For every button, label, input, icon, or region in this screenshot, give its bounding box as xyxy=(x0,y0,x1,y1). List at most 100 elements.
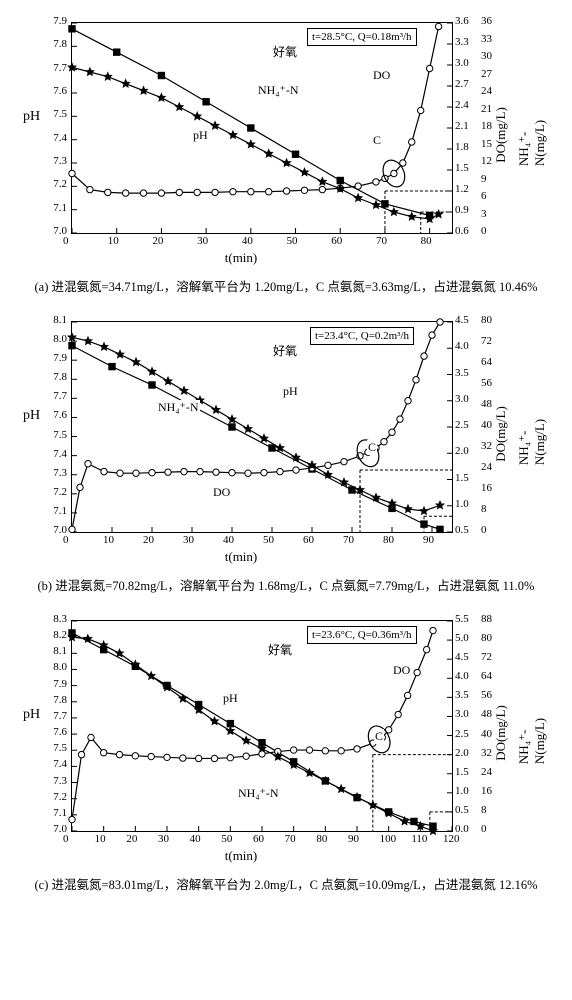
do-tick: 3.0 xyxy=(455,393,469,405)
chart-b: 好氧pHNH₄⁺-NDOCt=23.4°C, Q=0.2m³/h01020304… xyxy=(10,309,562,594)
plot-svg xyxy=(72,23,452,233)
ph-tick: 7.9 xyxy=(53,678,67,690)
ph-label: pH xyxy=(222,691,239,706)
nh4-tick: 36 xyxy=(481,15,492,27)
nh4-tick: 48 xyxy=(481,708,492,720)
x-tick: 60 xyxy=(253,833,264,845)
y-axis-nh4-label: NH₄⁺-N(mg/L) xyxy=(516,718,548,764)
ph-tick: 8.3 xyxy=(53,613,67,625)
x-tick: 10 xyxy=(108,235,119,247)
nh4-tick: 27 xyxy=(481,68,492,80)
plot-area: 好氧pHNH₄⁺-NDOCt=28.5°C, Q=0.18m³/h xyxy=(71,22,453,234)
ph-tick: 8.1 xyxy=(53,314,67,326)
chart-caption: (b) 进混氨氮=70.82mg/L，溶解氧平台为 1.68mg/L，C 点氨氮… xyxy=(10,575,562,594)
nh4-tick: 6 xyxy=(481,190,487,202)
nh4-tick: 24 xyxy=(481,461,492,473)
chart-a: 好氧pHNH₄⁺-NDOCt=28.5°C, Q=0.18m³/h0102030… xyxy=(10,10,562,295)
y-axis-nh4-label: NH₄⁺-N(mg/L) xyxy=(516,419,548,465)
do-tick: 3.5 xyxy=(455,367,469,379)
aerobic-label: 好氧 xyxy=(272,43,298,60)
plot-svg xyxy=(72,322,452,532)
nh4-tick: 0 xyxy=(481,225,487,237)
ph-tick: 7.2 xyxy=(53,791,67,803)
nh4-tick: 32 xyxy=(481,440,492,452)
chart-canvas: 好氧pHNH₄⁺-NDOCt=23.6°C, Q=0.36m³/h0102030… xyxy=(21,608,551,868)
ph-tick: 7.7 xyxy=(53,390,67,402)
nh4-tick: 3 xyxy=(481,208,487,220)
ph-tick: 7.7 xyxy=(53,710,67,722)
do-tick: 2.5 xyxy=(455,419,469,431)
nh4-tick: 8 xyxy=(481,503,487,515)
ph-tick: 7.9 xyxy=(53,15,67,27)
do-tick: 3.0 xyxy=(455,57,469,69)
ph-tick: 7.6 xyxy=(53,85,67,97)
x-tick: 90 xyxy=(348,833,359,845)
nh4-tick: 16 xyxy=(481,482,492,494)
nh4-tick: 64 xyxy=(481,356,492,368)
do-tick: 1.5 xyxy=(455,162,469,174)
x-tick: 80 xyxy=(383,534,394,546)
do-label: DO xyxy=(372,68,391,83)
ph-tick: 7.4 xyxy=(53,132,67,144)
nh4-tick: 80 xyxy=(481,314,492,326)
do-tick: 3.0 xyxy=(455,708,469,720)
do-tick: 2.5 xyxy=(455,728,469,740)
nh4-tick: 40 xyxy=(481,728,492,740)
do-tick: 0.0 xyxy=(455,823,469,835)
x-axis-label: t(min) xyxy=(225,549,258,567)
c-label: C xyxy=(374,729,384,744)
x-tick: 70 xyxy=(285,833,296,845)
ph-tick: 7.5 xyxy=(53,742,67,754)
do-tick: 2.7 xyxy=(455,78,469,90)
do-tick: 2.1 xyxy=(455,120,469,132)
nh4-tick: 48 xyxy=(481,398,492,410)
nh4-label: NH₄⁺-N xyxy=(257,83,300,98)
x-tick: 40 xyxy=(223,534,234,546)
do-tick: 4.5 xyxy=(455,651,469,663)
info-box: t=28.5°C, Q=0.18m³/h xyxy=(307,28,417,46)
x-tick: 10 xyxy=(103,534,114,546)
nh4-tick: 0 xyxy=(481,823,487,835)
c-label: C xyxy=(367,440,377,455)
x-tick: 30 xyxy=(197,235,208,247)
ph-tick: 7.0 xyxy=(53,524,67,536)
info-box: t=23.4°C, Q=0.2m³/h xyxy=(310,327,414,345)
chart-canvas: 好氧pHNH₄⁺-NDOCt=28.5°C, Q=0.18m³/h0102030… xyxy=(21,10,551,270)
y-axis-do-label: DO(mg/L) xyxy=(493,406,509,462)
do-tick: 3.6 xyxy=(455,15,469,27)
plot-area: 好氧pHNH₄⁺-NDOCt=23.4°C, Q=0.2m³/h xyxy=(71,321,453,533)
ph-tick: 7.1 xyxy=(53,202,67,214)
ph-tick: 8.1 xyxy=(53,645,67,657)
ph-tick: 8.0 xyxy=(53,333,67,345)
ph-label: pH xyxy=(192,128,209,143)
nh4-label: NH₄⁺-N xyxy=(237,786,280,801)
ph-label: pH xyxy=(282,384,299,399)
nh4-tick: 16 xyxy=(481,785,492,797)
x-tick: 20 xyxy=(126,833,137,845)
x-axis-label: t(min) xyxy=(225,250,258,268)
ph-tick: 7.3 xyxy=(53,467,67,479)
chart-caption: (a) 进混氨氮=34.71mg/L，溶解氧平台为 1.20mg/L，C 点氨氮… xyxy=(10,276,562,295)
ph-tick: 7.7 xyxy=(53,62,67,74)
plot-area: 好氧pHNH₄⁺-NDOCt=23.6°C, Q=0.36m³/h xyxy=(71,620,453,832)
x-tick: 90 xyxy=(423,534,434,546)
nh4-label: NH₄⁺-N xyxy=(157,400,200,415)
x-tick: 40 xyxy=(190,833,201,845)
nh4-tick: 72 xyxy=(481,651,492,663)
x-tick: 70 xyxy=(376,235,387,247)
chart-canvas: 好氧pHNH₄⁺-NDOCt=23.4°C, Q=0.2m³/h01020304… xyxy=(21,309,551,569)
x-tick: 50 xyxy=(263,534,274,546)
ph-tick: 7.0 xyxy=(53,823,67,835)
do-tick: 4.0 xyxy=(455,670,469,682)
nh4-tick: 56 xyxy=(481,377,492,389)
ph-tick: 7.3 xyxy=(53,155,67,167)
do-tick: 1.0 xyxy=(455,498,469,510)
nh4-tick: 8 xyxy=(481,804,487,816)
do-tick: 1.5 xyxy=(455,472,469,484)
ph-tick: 7.8 xyxy=(53,371,67,383)
nh4-tick: 32 xyxy=(481,747,492,759)
ph-tick: 7.0 xyxy=(53,225,67,237)
do-tick: 4.5 xyxy=(455,314,469,326)
do-tick: 5.5 xyxy=(455,613,469,625)
do-tick: 0.9 xyxy=(455,204,469,216)
